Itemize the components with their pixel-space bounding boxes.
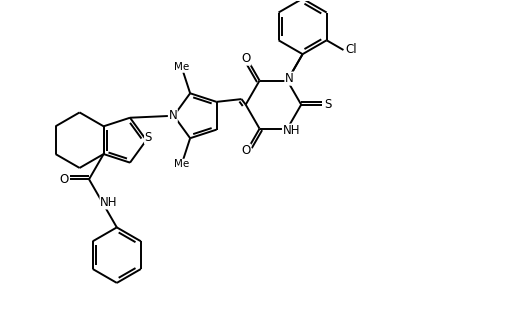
Text: O: O — [242, 144, 251, 157]
Text: S: S — [324, 98, 332, 111]
Text: N: N — [285, 72, 294, 85]
Text: N: N — [168, 109, 177, 122]
Text: NH: NH — [100, 196, 118, 209]
Text: S: S — [145, 131, 152, 144]
Text: Me: Me — [174, 62, 189, 72]
Text: Me: Me — [174, 159, 189, 169]
Text: O: O — [59, 173, 69, 186]
Text: Cl: Cl — [346, 44, 357, 57]
Text: O: O — [242, 52, 251, 65]
Text: NH: NH — [282, 124, 300, 137]
